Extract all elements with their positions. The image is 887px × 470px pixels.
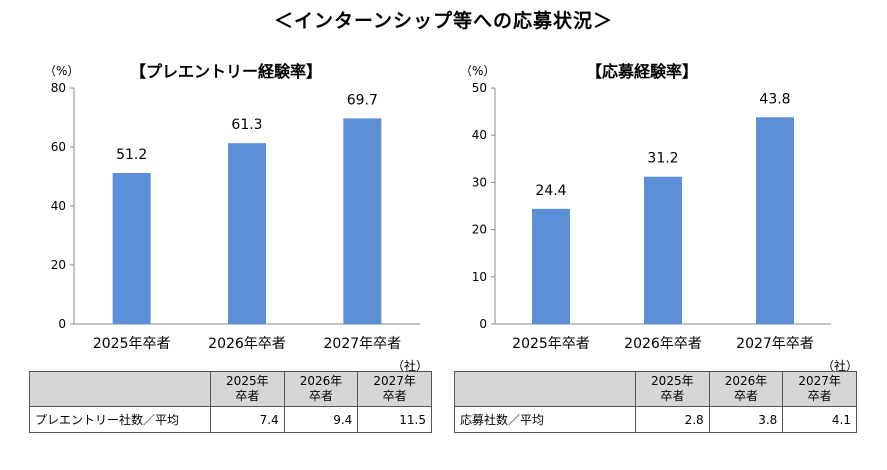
x-category-label: 2026年卒者 [208,336,286,352]
table-header-row: 2025年 卒者 2026年 卒者 2027年 卒者 [29,371,432,407]
bar-value-label: 24.4 [535,183,566,199]
x-category-label: 2027年卒者 [324,336,402,352]
table-cell: 4.1 [782,406,857,433]
y-tick-label: 80 [51,81,66,95]
right-table-unit: （社） [822,359,859,373]
left-data-table: 2025年 卒者 2026年 卒者 2027年 卒者 プレエントリー社数／平均 7.4… [29,371,432,433]
y-tick-label: 10 [472,270,487,284]
table-header-cell: 2025年 卒者 [635,371,710,407]
table-cell: 9.4 [283,406,359,433]
table-header-blank [29,371,211,407]
left-bar-chart: 0 20 40 60 80 51.2 2025年卒者 61.3 2026年卒者 69.7 2027年… [51,81,420,352]
x-category-label: 2026年卒者 [624,336,702,352]
bar-value-label: 43.8 [759,91,790,107]
x-category-label: 2025年卒者 [93,336,171,352]
table-header-cell: 2026年 卒者 [283,371,359,407]
left-table-unit: （社） [392,359,429,373]
bar [532,208,570,324]
right-chart-title: 【応募経験率】 [586,62,699,81]
y-tick-label: 0 [58,317,66,331]
bar-value-label: 51.2 [116,147,147,163]
right-data-table: 2025年 卒者 2026年 卒者 2027年 卒者 応募社数／平均 2.8 3.8 … [454,371,857,433]
table-cell: 7.4 [210,406,285,433]
bar-value-label: 61.3 [231,117,262,133]
table-header-blank [454,371,636,407]
right-bar-chart: 0 10 20 30 40 50 24.4 2025年卒者 31.2 2026年卒者 43.8 202… [472,81,831,352]
x-category-label: 2025年卒者 [512,336,590,352]
right-chart-unit: （%） [460,64,496,78]
bar [343,118,382,324]
table-row: プレエントリー社数／平均 7.4 9.4 11.5 [29,406,432,433]
bar-value-label: 69.7 [347,92,378,108]
bar [112,172,151,324]
table-row-label: プレエントリー社数／平均 [29,406,211,433]
y-tick-label: 20 [472,223,487,237]
page-title: ＜インターンシップ等への応募状況＞ [273,10,614,32]
y-tick-label: 0 [479,317,487,331]
table-header-cell: 2025年 卒者 [210,371,285,407]
bar [644,176,682,324]
table-row: 応募社数／平均 2.8 3.8 4.1 [454,406,857,433]
table-cell: 3.8 [708,406,784,433]
y-tick-label: 40 [51,199,66,213]
y-tick-label: 20 [51,258,66,272]
bar [756,117,794,324]
x-category-label: 2027年卒者 [736,336,814,352]
y-tick-label: 60 [51,140,66,154]
left-chart-unit: （%） [44,64,80,78]
table-header-cell: 2027年 卒者 [357,371,432,407]
y-tick-label: 40 [472,128,487,142]
table-header-cell: 2027年 卒者 [782,371,857,407]
table-row-label: 応募社数／平均 [454,406,636,433]
table-cell: 2.8 [635,406,710,433]
table-cell: 11.5 [357,406,432,433]
bar [228,143,266,324]
y-tick-label: 50 [472,81,487,95]
table-header-cell: 2026年 卒者 [708,371,784,407]
bar-value-label: 31.2 [647,151,678,167]
left-chart-title: 【プレエントリー経験率】 [130,62,323,81]
y-tick-label: 30 [472,175,487,189]
table-header-row: 2025年 卒者 2026年 卒者 2027年 卒者 [454,371,857,407]
